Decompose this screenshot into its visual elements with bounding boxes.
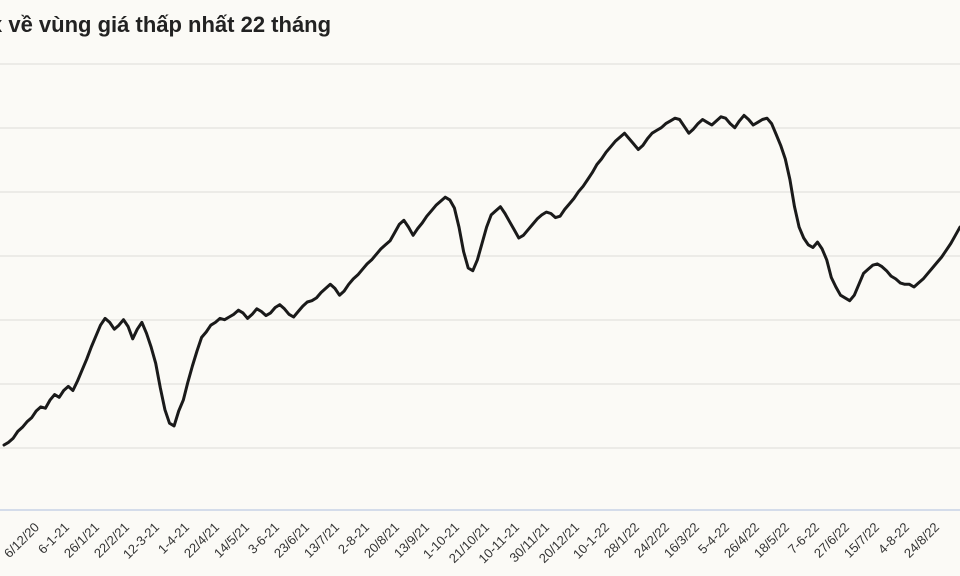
chart-title: x về vùng giá thấp nhất 22 tháng [0,12,332,37]
gridlines [0,63,960,449]
x-tick-labels: 6/12/206-1-2126/1/2122/2/2112-3-211-4-21… [1,520,942,567]
x-tick-label: 6/12/20 [1,520,42,561]
series-line [2,113,960,447]
